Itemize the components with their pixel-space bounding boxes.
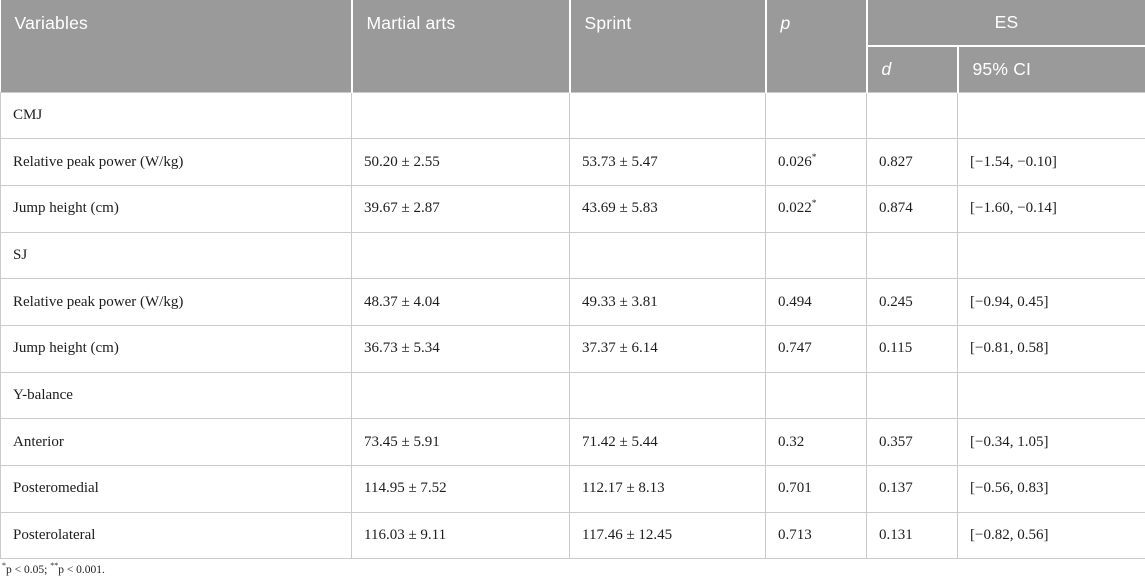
cell-sprint bbox=[569, 91, 766, 140]
footnote-sig2-text: p < 0.001. bbox=[58, 564, 105, 576]
header-es: ES bbox=[865, 0, 1145, 47]
cell-p: 0.022* bbox=[765, 184, 867, 233]
cell-ci: [−1.60, −0.14] bbox=[957, 184, 1145, 233]
significance-asterisk: * bbox=[811, 199, 817, 210]
cell-p bbox=[765, 91, 867, 140]
header-martial-arts: Martial arts bbox=[350, 0, 570, 92]
cell-variable: CMJ bbox=[0, 91, 352, 140]
cell-variable: Anterior bbox=[0, 418, 352, 466]
cell-variable: Y-balance bbox=[0, 371, 352, 420]
cell-martial-arts: 116.03 ± 9.11 bbox=[351, 511, 570, 560]
header-sprint: Sprint bbox=[568, 0, 766, 92]
table-row: Posteromedial 114.95 ± 7.52 112.17 ± 8.13 0… bbox=[0, 465, 1145, 513]
cell-variable: Jump height (cm) bbox=[0, 324, 352, 373]
cell-ci: [−0.81, 0.58] bbox=[957, 324, 1145, 373]
cell-d: 0.827 bbox=[866, 138, 958, 186]
table-header: Variables Martial arts Sprint p ES d 95%… bbox=[0, 0, 1145, 92]
cell-p: 0.494 bbox=[765, 278, 867, 326]
cell-sprint bbox=[569, 231, 766, 280]
header-95ci: 95% CI bbox=[956, 46, 1145, 92]
cell-variable: SJ bbox=[0, 231, 352, 280]
cell-martial-arts: 39.67 ± 2.87 bbox=[351, 184, 570, 233]
cell-martial-arts: 50.20 ± 2.55 bbox=[351, 138, 570, 186]
results-table: Variables Martial arts Sprint p ES d 95%… bbox=[0, 0, 1145, 560]
cell-ci: [−1.54, −0.10] bbox=[957, 138, 1145, 186]
cell-p: 0.747 bbox=[765, 324, 867, 373]
cell-variable: Relative peak power (W/kg) bbox=[0, 278, 352, 326]
cell-d: 0.357 bbox=[866, 418, 958, 466]
table-row: Anterior 73.45 ± 5.91 71.42 ± 5.44 0.32 0.35… bbox=[0, 418, 1145, 466]
cell-d: 0.874 bbox=[866, 184, 958, 233]
cell-sprint: 37.37 ± 6.14 bbox=[569, 324, 766, 373]
footnote-sig1-sup: * bbox=[2, 561, 6, 571]
cell-sprint: 71.42 ± 5.44 bbox=[569, 418, 766, 466]
table-row: Jump height (cm) 39.67 ± 2.87 43.69 ± 5.83… bbox=[0, 184, 1145, 233]
table-row: CMJ bbox=[0, 91, 1145, 140]
cell-sprint: 112.17 ± 8.13 bbox=[569, 465, 766, 513]
cell-ci: [−0.94, 0.45] bbox=[957, 278, 1145, 326]
cell-p: 0.701 bbox=[765, 465, 867, 513]
cell-p bbox=[765, 231, 867, 280]
cell-d bbox=[866, 371, 958, 420]
cell-sprint: 117.46 ± 12.45 bbox=[569, 511, 766, 560]
cell-martial-arts: 48.37 ± 4.04 bbox=[351, 278, 570, 326]
cell-p bbox=[765, 371, 867, 420]
cell-d bbox=[866, 91, 958, 140]
cell-d: 0.245 bbox=[866, 278, 958, 326]
cell-martial-arts: 73.45 ± 5.91 bbox=[351, 418, 570, 466]
cell-sprint bbox=[569, 371, 766, 420]
cell-variable: Relative peak power (W/kg) bbox=[0, 138, 352, 186]
cell-sprint: 53.73 ± 5.47 bbox=[569, 138, 766, 186]
header-d: d bbox=[865, 46, 958, 92]
footnote-sig2-sup: ** bbox=[50, 561, 59, 571]
cell-d: 0.115 bbox=[866, 324, 958, 373]
header-variables: Variables bbox=[0, 0, 352, 92]
cell-ci: [−0.56, 0.83] bbox=[957, 465, 1145, 513]
header-p: p bbox=[764, 0, 867, 92]
table-row: SJ bbox=[0, 231, 1145, 280]
cell-martial-arts bbox=[351, 371, 570, 420]
cell-d bbox=[866, 231, 958, 280]
table-row: Jump height (cm) 36.73 ± 5.34 37.37 ± 6.14… bbox=[0, 324, 1145, 373]
cell-p: 0.713 bbox=[765, 511, 867, 560]
cell-d: 0.131 bbox=[866, 511, 958, 560]
table-row: Relative peak power (W/kg) 48.37 ± 4.04 49… bbox=[0, 278, 1145, 326]
cell-ci bbox=[957, 231, 1145, 280]
cell-variable: Posteromedial bbox=[0, 465, 352, 513]
footnote-sig1-text: p < 0.05; bbox=[6, 564, 51, 576]
cell-sprint: 49.33 ± 3.81 bbox=[569, 278, 766, 326]
cell-martial-arts: 36.73 ± 5.34 bbox=[351, 324, 570, 373]
cell-p: 0.32 bbox=[765, 418, 867, 466]
cell-ci bbox=[957, 371, 1145, 420]
table-row: Relative peak power (W/kg) 50.20 ± 2.55 53… bbox=[0, 138, 1145, 186]
cell-martial-arts bbox=[351, 231, 570, 280]
table-row: Y-balance bbox=[0, 371, 1145, 420]
cell-martial-arts: 114.95 ± 7.52 bbox=[351, 465, 570, 513]
cell-ci: [−0.34, 1.05] bbox=[957, 418, 1145, 466]
cell-d: 0.137 bbox=[866, 465, 958, 513]
cell-martial-arts bbox=[351, 91, 570, 140]
significance-footnote: *p < 0.05; **p < 0.001. bbox=[2, 561, 1145, 576]
cell-p: 0.026* bbox=[765, 138, 867, 186]
cell-variable: Jump height (cm) bbox=[0, 184, 352, 233]
cell-sprint: 43.69 ± 5.83 bbox=[569, 184, 766, 233]
table-body: CMJ Relative peak power (W/kg) 50.20 ± 2.5… bbox=[0, 91, 1145, 560]
cell-ci: [−0.82, 0.56] bbox=[957, 511, 1145, 560]
cell-ci bbox=[957, 91, 1145, 140]
table-row: Posterolateral 116.03 ± 9.11 117.46 ± 12.4… bbox=[0, 511, 1145, 560]
cell-variable: Posterolateral bbox=[0, 511, 352, 560]
significance-asterisk: * bbox=[811, 152, 817, 163]
